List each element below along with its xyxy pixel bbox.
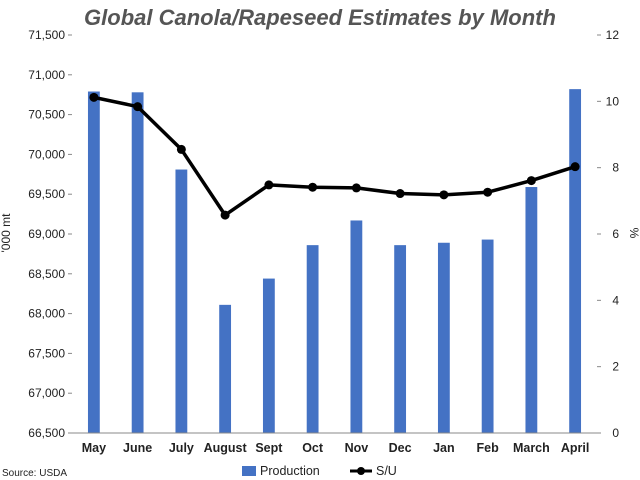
su-point: [483, 187, 493, 197]
su-point: [176, 144, 186, 154]
su-point: [570, 162, 580, 172]
su-point: [264, 180, 274, 190]
left-axis-tick-label: 69,500: [28, 187, 65, 201]
x-axis-category-label: Oct: [302, 441, 324, 455]
production-bars: [87, 89, 582, 434]
production-bar: [306, 245, 319, 433]
production-bar: [569, 89, 582, 434]
left-axis: 66,500 67,000 67,500 68,000 68,500 69,000 69,5…: [28, 28, 72, 440]
right-axis-tick-label: 8: [612, 161, 619, 175]
production-bar: [525, 187, 538, 433]
chart-title: Global Canola/Rapeseed Estimates by Mont…: [84, 5, 556, 30]
su-point: [439, 190, 449, 200]
production-bar: [87, 91, 100, 434]
x-axis-category-label: Jan: [433, 441, 455, 455]
production-bar: [350, 220, 363, 433]
legend-swatch-production: [242, 466, 256, 476]
left-axis-tick-label: 71,500: [28, 28, 65, 42]
production-bar: [437, 242, 450, 433]
left-axis-tick-label: 70,000: [28, 147, 65, 161]
x-axis-category-label: August: [204, 441, 248, 455]
x-axis: May June July August Sept Oct Nov Dec Jan Feb Marc…: [72, 432, 597, 455]
left-axis-tick-label: 69,000: [28, 227, 65, 241]
x-axis-category-label: Dec: [389, 441, 412, 455]
x-axis-category-label: Sept: [255, 441, 283, 455]
left-axis-title: '000 mt: [0, 213, 13, 253]
right-axis-tick-label: 6: [612, 227, 619, 241]
x-axis-category-label: July: [169, 441, 194, 455]
left-axis-tick-label: 67,500: [28, 346, 65, 360]
x-axis-category-label: March: [513, 441, 550, 455]
right-axis: 0 2 4 6 8 10 12: [597, 28, 619, 440]
x-axis-category-label: Feb: [477, 441, 500, 455]
production-bar: [219, 304, 232, 433]
left-axis-tick-label: 67,000: [28, 386, 65, 400]
su-point: [220, 210, 230, 220]
production-bar: [175, 169, 188, 434]
left-axis-tick-label: 68,500: [28, 267, 65, 281]
x-axis-category-label: April: [561, 441, 589, 455]
right-axis-tick-label: 0: [612, 426, 619, 440]
production-bar: [394, 245, 407, 433]
right-axis-tick-label: 12: [606, 28, 620, 42]
su-point: [89, 92, 99, 102]
right-axis-tick-label: 4: [612, 293, 619, 307]
su-point: [308, 182, 318, 192]
legend-label-production: Production: [260, 464, 320, 478]
legend-swatch-su-marker: [357, 467, 365, 475]
right-axis-tick-label: 2: [612, 360, 619, 374]
right-axis-title: %: [627, 228, 640, 239]
su-point: [395, 189, 405, 199]
su-line: [93, 95, 576, 217]
production-bar: [131, 92, 144, 433]
legend-label-su: S/U: [376, 464, 397, 478]
su-point: [526, 176, 536, 186]
x-axis-category-label: May: [82, 441, 106, 455]
left-axis-tick-label: 68,000: [28, 307, 65, 321]
left-axis-tick-label: 70,500: [28, 108, 65, 122]
production-bar: [481, 239, 494, 433]
su-line-series: [89, 92, 580, 220]
source-note: Source: USDA: [2, 468, 67, 479]
su-point: [133, 102, 143, 112]
x-axis-category-label: June: [123, 441, 152, 455]
legend: Production S/U: [242, 464, 397, 478]
left-axis-tick-label: 71,000: [28, 68, 65, 82]
x-axis-category-label: Nov: [345, 441, 369, 455]
su-point: [351, 183, 361, 193]
left-axis-tick-label: 66,500: [28, 426, 65, 440]
production-bar: [262, 278, 275, 433]
right-axis-tick-label: 10: [606, 94, 620, 108]
